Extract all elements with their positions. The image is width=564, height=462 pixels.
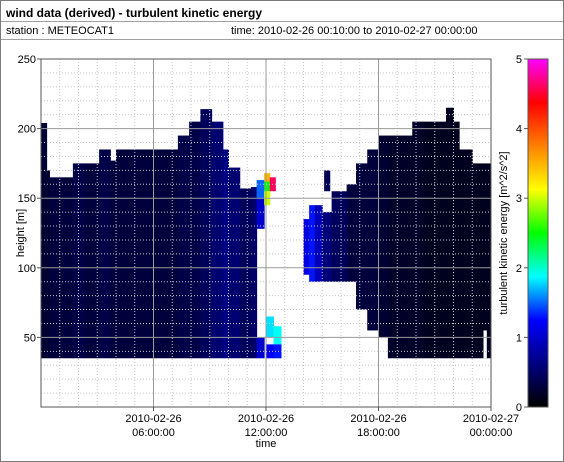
colorbar bbox=[527, 58, 549, 408]
title-divider bbox=[1, 21, 563, 22]
heatmap-cell bbox=[331, 191, 348, 282]
heatmap-column bbox=[356, 163, 368, 310]
heatmap-cell bbox=[264, 181, 271, 192]
heatmap-column bbox=[211, 121, 224, 359]
colorbar-tick-label: 0 bbox=[516, 402, 522, 414]
colorbar-tick-label: 4 bbox=[516, 124, 522, 136]
heatmap-column bbox=[346, 184, 357, 282]
heatmap-column bbox=[459, 149, 473, 359]
heatmap-column bbox=[239, 188, 252, 359]
heatmap-cell bbox=[322, 212, 333, 282]
heatmap-column bbox=[367, 149, 379, 331]
colorbar-label: turbulent kinetic energy [m^2/s^2] bbox=[498, 151, 510, 314]
y-axis-label: height [m] bbox=[15, 209, 27, 257]
colorbar-tick-label: 1 bbox=[516, 332, 522, 344]
heatmap-cell bbox=[266, 316, 274, 338]
heatmap-column bbox=[110, 160, 117, 359]
heatmap-column bbox=[251, 187, 258, 359]
y-tick-label: 150 bbox=[18, 193, 36, 205]
heatmap-column bbox=[200, 109, 213, 359]
heatmap-column bbox=[177, 135, 190, 359]
heatmap-cell bbox=[256, 198, 265, 229]
x-tick-label: 12:00:00 bbox=[245, 427, 288, 439]
y-tick-label: 250 bbox=[18, 54, 36, 66]
x-tick-label: 2010-02-27 bbox=[463, 413, 519, 425]
time-range-label: time: 2010-02-26 00:10:00 to 2010-02-27 … bbox=[231, 25, 478, 37]
heatmap-cell bbox=[303, 219, 310, 275]
x-tick-label: 2010-02-26 bbox=[350, 413, 406, 425]
heatmap-cell bbox=[314, 205, 323, 282]
heatmap-cell bbox=[273, 344, 282, 359]
heatmap-cell bbox=[256, 337, 265, 359]
subtitle-divider bbox=[1, 39, 563, 40]
plot-title: wind data (derived) - turbulent kinetic … bbox=[6, 6, 263, 20]
x-tick-label: 2010-02-26 bbox=[238, 413, 294, 425]
colorbar-tick-label: 5 bbox=[516, 54, 522, 66]
heatmap-column bbox=[222, 149, 229, 359]
y-tick-label: 200 bbox=[18, 124, 36, 136]
heatmap-column bbox=[472, 163, 492, 359]
heatmap-column bbox=[453, 121, 460, 359]
heatmap-cell bbox=[264, 173, 271, 182]
station-label: station : METEOCAT1 bbox=[6, 25, 114, 37]
heatmap-column bbox=[46, 170, 50, 359]
heatmap-column bbox=[41, 123, 48, 359]
x-axis-label: time bbox=[256, 438, 277, 450]
heatmap-cell bbox=[483, 330, 487, 359]
heatmap-column bbox=[387, 135, 413, 359]
x-tick-label: 2010-02-26 bbox=[125, 413, 181, 425]
heatmap-cell bbox=[324, 170, 331, 192]
colorbar-tick-label: 3 bbox=[516, 193, 522, 205]
heatmap-column bbox=[446, 107, 454, 359]
x-tick-label: 00:00:00 bbox=[470, 427, 513, 439]
heatmap-cell bbox=[273, 326, 282, 345]
colorbar-tick-label: 2 bbox=[516, 263, 522, 275]
heatmap-cell bbox=[256, 180, 265, 199]
y-tick-label: 100 bbox=[18, 263, 36, 275]
heatmap-column bbox=[412, 121, 424, 359]
heatmap-column bbox=[378, 135, 389, 338]
heatmap-cell bbox=[309, 205, 316, 282]
y-tick-label: 50 bbox=[24, 332, 36, 344]
x-tick-label: 18:00:00 bbox=[357, 427, 400, 439]
heatmap-column bbox=[228, 167, 241, 359]
x-tick-label: 06:00:00 bbox=[132, 427, 175, 439]
